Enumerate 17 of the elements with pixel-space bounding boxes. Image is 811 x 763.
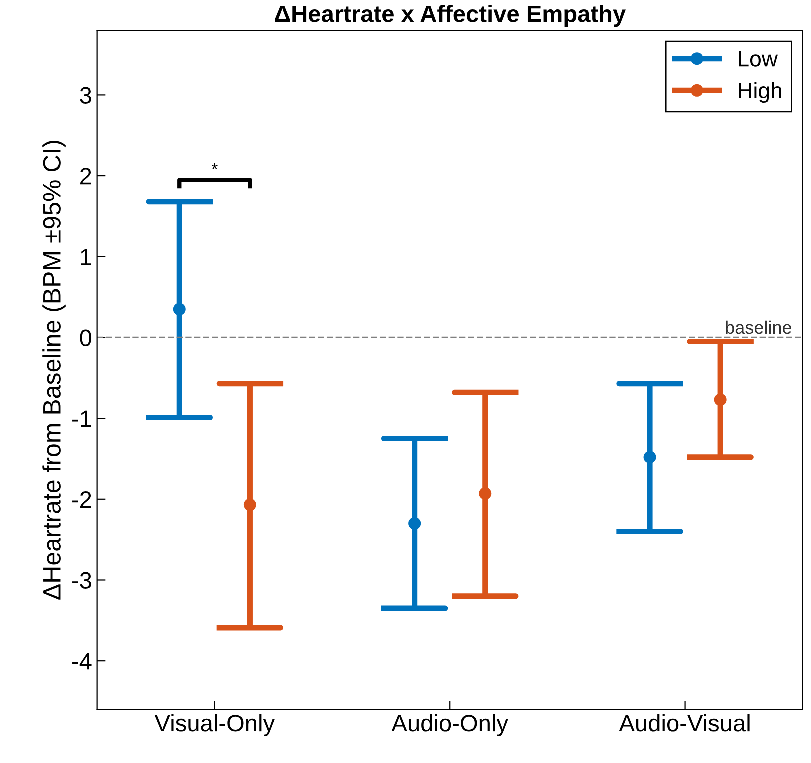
legend-label: Low (739, 51, 778, 67)
chart-title: ΔHeartrate x Affective Empathy (275, 5, 626, 28)
y-tick-label: -3 (72, 572, 92, 590)
y-tick-label: -2 (72, 491, 92, 508)
y-tick-label: 3 (80, 87, 92, 104)
x-tick-label: Visual-Only (154, 714, 276, 736)
x-tick-label: Audio-Visual (619, 714, 750, 732)
y-tick-label: -1 (72, 410, 92, 428)
y-axis-title: ΔHeartrate from Baseline (BPM ±95% CI) (42, 141, 66, 600)
y-tick-label: 2 (80, 168, 92, 185)
x-tick-label: Audio-Only (392, 714, 508, 736)
annotation: * (212, 164, 218, 170)
y-tick-label: -4 (72, 653, 92, 670)
y-tick-label: 0 (80, 330, 92, 347)
legend-label: High (739, 82, 782, 104)
y-tick-label: 1 (81, 249, 92, 266)
ref-line-label: baseline (726, 320, 792, 334)
